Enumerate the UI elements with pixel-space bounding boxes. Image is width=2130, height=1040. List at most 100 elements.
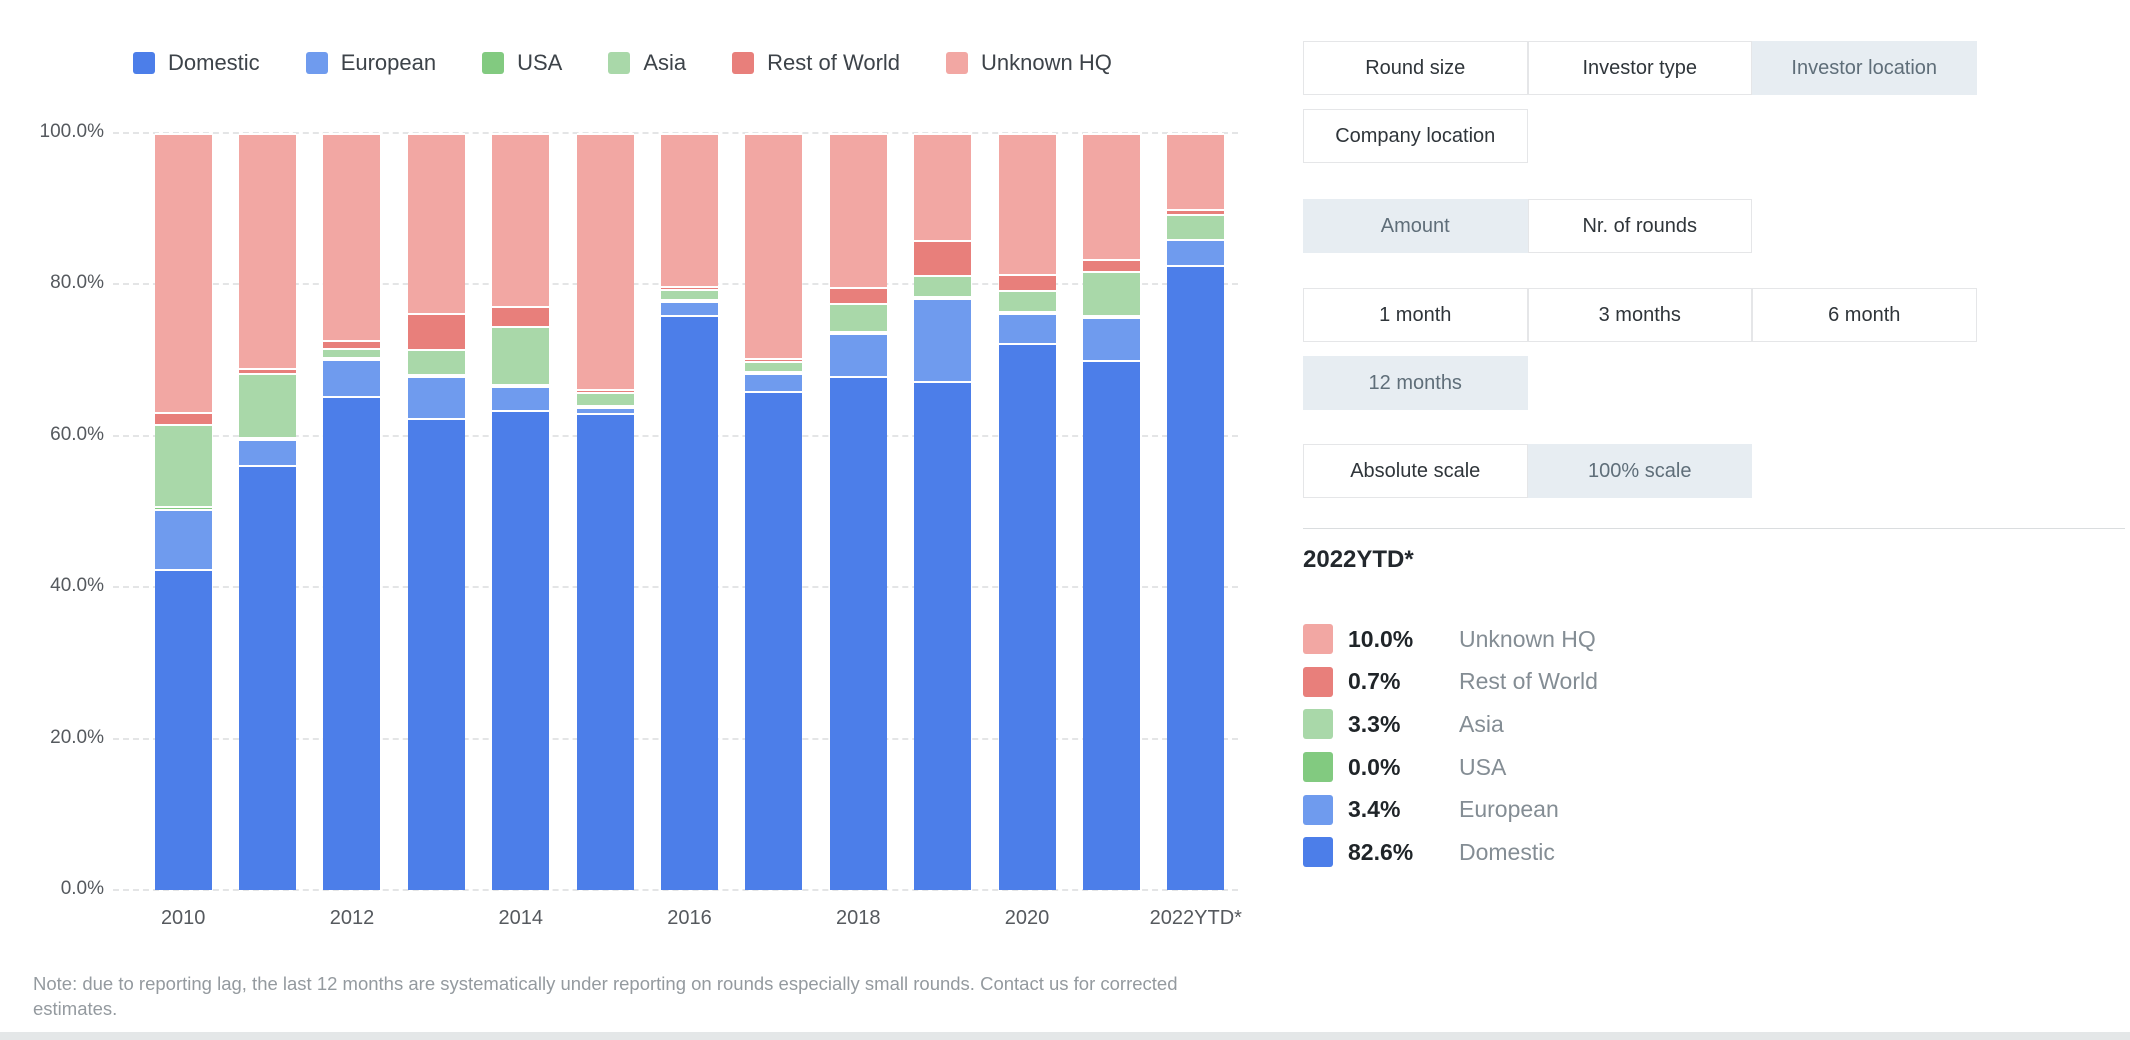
- y-axis-tick-label: 60.0%: [50, 423, 104, 445]
- bar-segment-unknown-hq: [998, 133, 1056, 274]
- legend-item-rest-of-world: Rest of World: [732, 50, 900, 76]
- legend-swatch-rest-of-world: [732, 52, 755, 74]
- bar-segment-asia: [576, 391, 634, 405]
- stacked-bar-2015: [576, 133, 634, 890]
- bar-segment-usa: [829, 330, 887, 333]
- detail-label: Unknown HQ: [1459, 625, 1596, 652]
- bar-segment-unknown-hq: [661, 133, 718, 286]
- stacked-bar-2016: [661, 133, 718, 890]
- bar-segment-domestic: [576, 412, 634, 890]
- detail-swatch-domestic: [1303, 837, 1333, 868]
- stacked-bar-2014: [492, 133, 550, 890]
- x-axis-tick-label-2014: 2014: [498, 907, 543, 929]
- bar-segment-rest-of-world: [576, 388, 634, 392]
- 1-month-button[interactable]: 1 month: [1303, 288, 1528, 342]
- bar-segment-domestic: [1082, 359, 1140, 890]
- bar-segment-unknown-hq: [1082, 133, 1140, 259]
- bar-segment-domestic: [914, 381, 972, 890]
- stacked-bar-2022ytd: [1167, 133, 1225, 890]
- bar-segment-domestic: [239, 464, 297, 890]
- bar-segment-unknown-hq: [914, 133, 972, 240]
- gridline: [113, 889, 1238, 891]
- investor-location-button[interactable]: Investor location: [1752, 41, 1977, 95]
- stacked-bar-2013: [407, 133, 465, 890]
- bar-segment-european: [239, 438, 297, 465]
- legend-swatch-usa: [482, 52, 505, 74]
- 100-scale-button[interactable]: 100% scale: [1527, 444, 1752, 498]
- company-location-button[interactable]: Company location: [1303, 109, 1528, 163]
- bar-segment-asia: [661, 288, 718, 299]
- bar-segment-usa: [998, 310, 1056, 313]
- detail-row-unknown-hq: 10.0% Unknown HQ: [1303, 618, 1598, 661]
- x-axis-tick-label-2022ytd: 2022YTD*: [1149, 907, 1242, 929]
- filter-group-scale: Absolute scale 100% scale: [1303, 444, 1979, 498]
- detail-swatch-asia: [1303, 709, 1333, 740]
- investor-type-button[interactable]: Investor type: [1527, 41, 1752, 95]
- bar-segment-rest-of-world: [829, 287, 887, 304]
- bar-segment-rest-of-world: [1082, 258, 1140, 272]
- bar-segment-usa: [239, 436, 297, 439]
- legend-item-unknown-hq: Unknown HQ: [946, 50, 1112, 76]
- legend-item-european: European: [305, 50, 437, 76]
- y-axis-tick-label: 0.0%: [60, 878, 104, 899]
- stacked-bar-2012: [323, 133, 381, 890]
- detail-swatch-rest-of-world: [1303, 666, 1333, 697]
- bar-segment-usa: [1082, 315, 1140, 318]
- legend-swatch-asia: [608, 52, 631, 74]
- stacked-bar-2020: [998, 133, 1056, 890]
- bar-segment-unknown-hq: [154, 133, 212, 412]
- detail-value: 0.7%: [1348, 668, 1401, 695]
- detail-heading: 2022YTD*: [1303, 546, 1414, 573]
- bar-segment-asia: [1167, 214, 1225, 239]
- bar-segment-usa: [323, 357, 381, 360]
- detail-value: 10.0%: [1348, 625, 1414, 652]
- nr-of-rounds-button[interactable]: Nr. of rounds: [1527, 199, 1752, 253]
- legend-label: Asia: [643, 50, 687, 75]
- legend-item-usa: USA: [482, 50, 562, 76]
- bar-segment-rest-of-world: [661, 285, 718, 289]
- detail-row-rest-of-world: 0.7% Rest of World: [1303, 661, 1598, 704]
- chart-plot: 100.0% 80.0% 60.0% 40.0% 20.0% 0.0%: [40, 121, 1238, 899]
- bar-segment-domestic: [829, 376, 887, 890]
- legend-item-asia: Asia: [608, 50, 686, 76]
- bar-segment-rest-of-world: [914, 239, 972, 275]
- bar-segment-asia: [323, 348, 381, 358]
- bar-segment-unknown-hq: [576, 133, 634, 389]
- round-size-button[interactable]: Round size: [1303, 41, 1528, 95]
- stacked-bar-2018: [829, 133, 887, 890]
- bar-segment-european: [323, 359, 381, 397]
- amount-button[interactable]: Amount: [1303, 199, 1528, 253]
- bar-segment-domestic: [323, 396, 381, 890]
- stacked-bar-2017: [745, 133, 803, 890]
- bar-segment-domestic: [661, 315, 718, 890]
- bar-segment-domestic: [998, 343, 1056, 890]
- bar-segment-rest-of-world: [239, 367, 297, 373]
- detail-swatch-unknown-hq: [1303, 624, 1333, 655]
- bar-segment-european: [1082, 317, 1140, 360]
- absolute-scale-button[interactable]: Absolute scale: [1303, 444, 1528, 498]
- bar-segment-domestic: [407, 417, 465, 890]
- legend-label: Domestic: [168, 50, 260, 75]
- bar-segment-rest-of-world: [323, 339, 381, 349]
- detail-value: 0.0%: [1348, 753, 1401, 780]
- bar-segment-unknown-hq: [492, 133, 550, 307]
- detail-label: Rest of World: [1459, 668, 1598, 695]
- bar-segment-european: [745, 373, 803, 392]
- bar-segment-asia: [154, 424, 212, 507]
- chart-legend: Domestic European USA Asia Rest of World Unkn…: [133, 50, 1112, 76]
- 12-months-button[interactable]: 12 months: [1303, 356, 1528, 410]
- bar-segment-european: [407, 376, 465, 418]
- filter-panel: Round size Investor type Investor location…: [1303, 41, 2130, 1036]
- bar-segment-domestic: [745, 391, 803, 890]
- detail-row-european: 3.4% European: [1303, 788, 1598, 831]
- stacked-bar-2010: [154, 133, 212, 890]
- legend-swatch-unknown-hq: [946, 52, 969, 74]
- legend-item-domestic: Domestic: [133, 50, 260, 76]
- detail-value: 3.4%: [1348, 796, 1401, 823]
- 6-month-button[interactable]: 6 month: [1752, 288, 1977, 342]
- bar-segment-usa: [914, 295, 972, 299]
- 3-months-button[interactable]: 3 months: [1527, 288, 1752, 342]
- legend-label: European: [340, 50, 437, 75]
- bar-segment-asia: [239, 373, 297, 437]
- bar-segment-rest-of-world: [154, 411, 212, 425]
